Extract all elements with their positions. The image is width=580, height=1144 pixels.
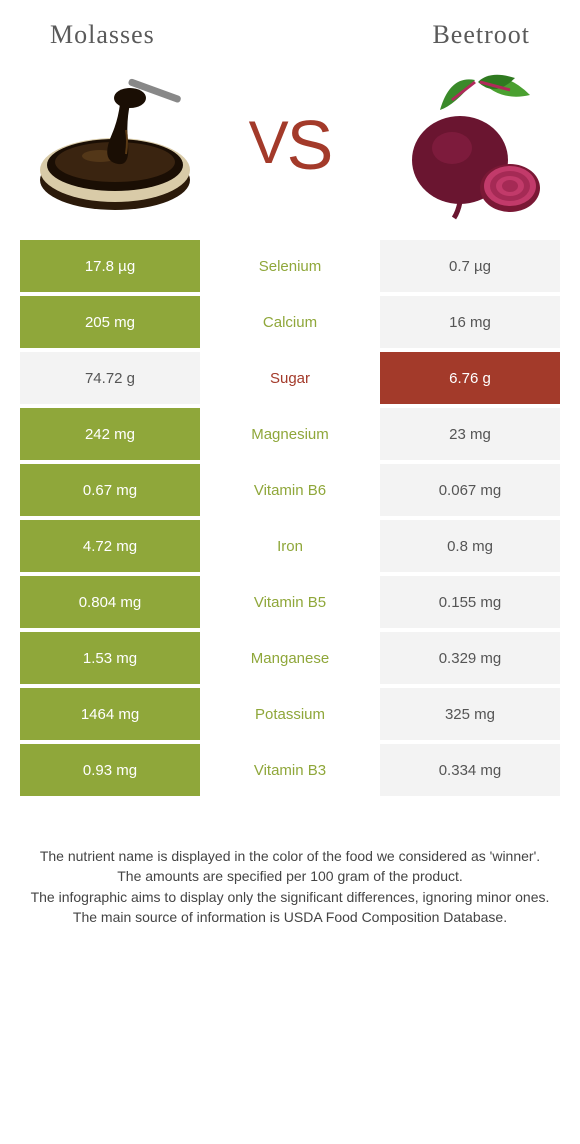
nutrient-name: Vitamin B5 xyxy=(200,576,380,628)
header-titles: Molasses Beetroot xyxy=(20,0,560,60)
value-right: 0.329 mg xyxy=(380,632,560,684)
nutrient-row: 205 mgCalcium16 mg xyxy=(20,296,560,348)
footer-notes: The nutrient name is displayed in the co… xyxy=(20,800,560,927)
value-left: 0.804 mg xyxy=(20,576,200,628)
footer-line: The amounts are specified per 100 gram o… xyxy=(30,866,550,886)
molasses-image xyxy=(30,70,200,220)
value-right: 0.7 µg xyxy=(380,240,560,292)
nutrient-name: Potassium xyxy=(200,688,380,740)
value-right: 325 mg xyxy=(380,688,560,740)
nutrient-name: Magnesium xyxy=(200,408,380,460)
nutrient-name: Vitamin B3 xyxy=(200,744,380,796)
value-left: 17.8 µg xyxy=(20,240,200,292)
value-left: 74.72 g xyxy=(20,352,200,404)
beetroot-image xyxy=(380,70,550,220)
footer-line: The main source of information is USDA F… xyxy=(30,907,550,927)
footer-line: The infographic aims to display only the… xyxy=(30,887,550,907)
nutrient-name: Selenium xyxy=(200,240,380,292)
nutrient-name: Sugar xyxy=(200,352,380,404)
nutrient-row: 0.93 mgVitamin B30.334 mg xyxy=(20,744,560,796)
nutrient-row: 74.72 gSugar6.76 g xyxy=(20,352,560,404)
value-left: 0.67 mg xyxy=(20,464,200,516)
value-right: 0.155 mg xyxy=(380,576,560,628)
vs-label: VS xyxy=(249,105,332,185)
nutrient-row: 242 mgMagnesium23 mg xyxy=(20,408,560,460)
value-right: 16 mg xyxy=(380,296,560,348)
value-right: 0.8 mg xyxy=(380,520,560,572)
nutrient-row: 1.53 mgManganese0.329 mg xyxy=(20,632,560,684)
infographic-page: Molasses Beetroot VS xyxy=(0,0,580,927)
nutrient-row: 0.67 mgVitamin B60.067 mg xyxy=(20,464,560,516)
value-right: 23 mg xyxy=(380,408,560,460)
value-right: 0.067 mg xyxy=(380,464,560,516)
nutrient-row: 0.804 mgVitamin B50.155 mg xyxy=(20,576,560,628)
footer-line: The nutrient name is displayed in the co… xyxy=(30,846,550,866)
value-left: 1.53 mg xyxy=(20,632,200,684)
nutrient-name: Iron xyxy=(200,520,380,572)
nutrient-name: Calcium xyxy=(200,296,380,348)
value-left: 4.72 mg xyxy=(20,520,200,572)
nutrient-name: Manganese xyxy=(200,632,380,684)
hero-row: VS xyxy=(20,60,560,240)
value-right: 0.334 mg xyxy=(380,744,560,796)
value-left: 242 mg xyxy=(20,408,200,460)
title-right: Beetroot xyxy=(432,20,530,50)
value-right: 6.76 g xyxy=(380,352,560,404)
nutrient-row: 4.72 mgIron0.8 mg xyxy=(20,520,560,572)
title-left: Molasses xyxy=(50,20,155,50)
nutrient-name: Vitamin B6 xyxy=(200,464,380,516)
value-left: 0.93 mg xyxy=(20,744,200,796)
value-left: 1464 mg xyxy=(20,688,200,740)
nutrient-row: 17.8 µgSelenium0.7 µg xyxy=(20,240,560,292)
nutrient-table: 17.8 µgSelenium0.7 µg205 mgCalcium16 mg7… xyxy=(20,240,560,796)
value-left: 205 mg xyxy=(20,296,200,348)
nutrient-row: 1464 mgPotassium325 mg xyxy=(20,688,560,740)
